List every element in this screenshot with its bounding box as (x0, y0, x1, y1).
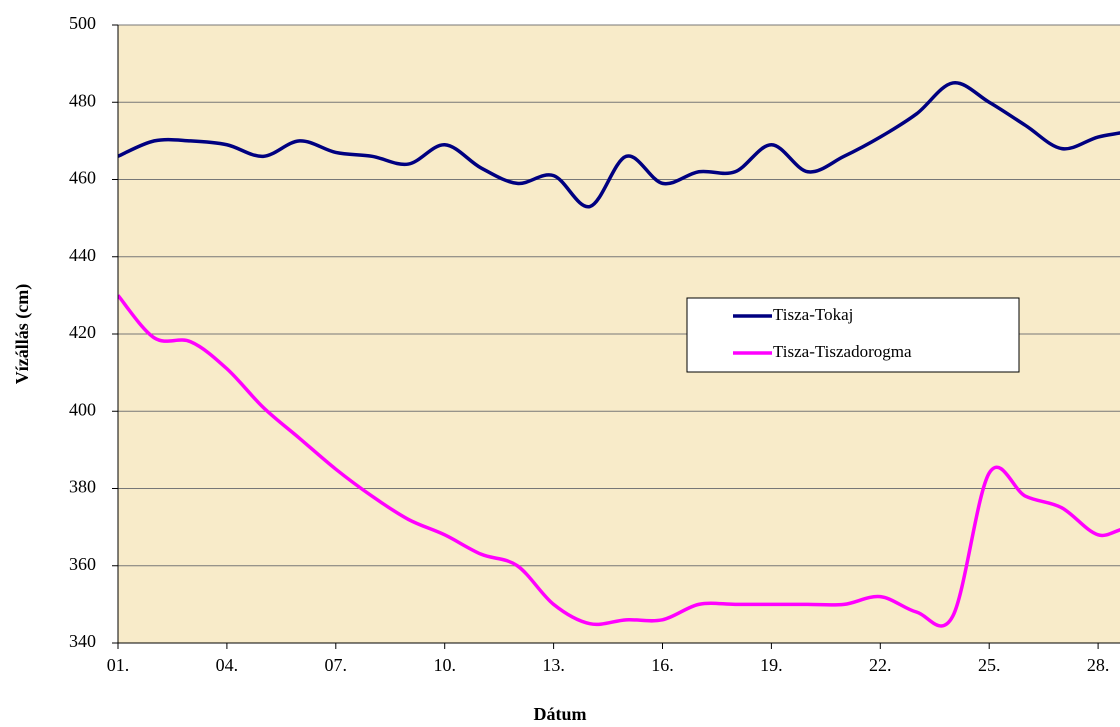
x-tick-label: 07. (325, 655, 348, 675)
y-tick-label: 500 (69, 13, 96, 33)
y-tick-label: 340 (69, 631, 96, 651)
x-tick-label: 10. (433, 655, 456, 675)
legend (686, 297, 1020, 373)
x-tick-label: 16. (651, 655, 674, 675)
x-tick-label: 22. (869, 655, 892, 675)
y-tick-label: 440 (69, 245, 96, 265)
y-tick-label: 380 (69, 477, 96, 497)
x-axis-title: Dátum (534, 704, 587, 724)
y-tick-label: 420 (69, 322, 96, 342)
x-tick-label: 13. (542, 655, 565, 675)
series-line (118, 294, 1120, 628)
x-tick-label: 04. (216, 655, 239, 675)
series-line (118, 81, 1120, 209)
x-tick-label: 19. (760, 655, 783, 675)
y-tick-label: 360 (69, 554, 96, 574)
y-axis-title: Vízállás (cm) (12, 284, 33, 384)
x-tick-label: 01. (107, 655, 130, 675)
x-tick-label: 25. (978, 655, 1001, 675)
legend-label: Tisza-Tiszadorogma (773, 342, 912, 361)
x-tick-label: 28. (1087, 655, 1110, 675)
y-tick-label: 460 (69, 168, 96, 188)
legend-label: Tisza-Tokaj (773, 305, 853, 324)
y-tick-label: 400 (69, 399, 96, 419)
y-tick-label: 480 (69, 90, 96, 110)
